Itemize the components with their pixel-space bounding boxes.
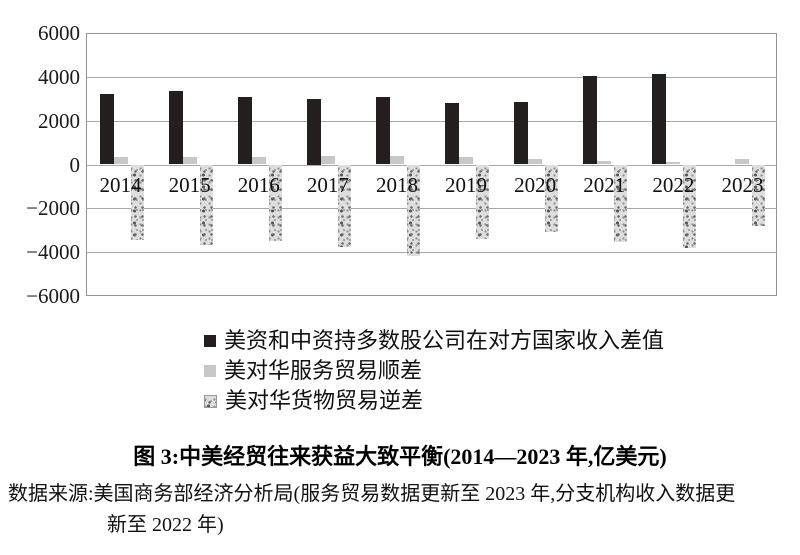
bar-speckled-gray-2015 bbox=[199, 164, 213, 245]
y-axis-tick-label: 0 bbox=[69, 152, 81, 177]
bar-solid-gray-2020 bbox=[528, 159, 543, 165]
bar-solid-gray-2015 bbox=[182, 157, 197, 165]
bar-solid-gray-2014 bbox=[113, 156, 128, 165]
bar-solid-black-2020 bbox=[514, 102, 529, 165]
figure-caption: 图 3:中美经贸往来获益大致平衡(2014—2023 年,亿美元) bbox=[133, 444, 667, 469]
legend-swatch-black-icon bbox=[204, 335, 216, 347]
bar-solid-black-2019 bbox=[445, 103, 460, 165]
bar-speckled-gray-2017 bbox=[337, 164, 351, 247]
legend-item: 美对华货物贸易逆差 bbox=[204, 386, 664, 416]
bar-solid-black-2016 bbox=[237, 96, 252, 165]
x-axis-label-2014: 2014 bbox=[99, 172, 142, 197]
x-axis-label-2022: 2022 bbox=[652, 172, 695, 197]
bar-speckled-gray-2018 bbox=[406, 164, 420, 257]
legend-swatch-speckled-icon bbox=[204, 394, 217, 408]
legend-label: 美对华服务贸易顺差 bbox=[224, 358, 423, 383]
y-axis-tick-label: 2000 bbox=[38, 108, 80, 133]
legend: 美资和中资持多数股公司在对方国家收入差值 美对华服务贸易顺差 美对华货物贸易逆差 bbox=[204, 326, 664, 416]
bar-solid-black-2014 bbox=[99, 94, 114, 165]
source-line-2: 新至 2022 年) bbox=[107, 514, 224, 536]
bar-solid-black-2021 bbox=[583, 75, 598, 165]
legend-item: 美对华服务贸易顺差 bbox=[204, 356, 664, 386]
bar-speckled-gray-2016 bbox=[268, 164, 282, 241]
bar-speckled-gray-2020 bbox=[545, 164, 559, 233]
x-axis-label-2015: 2015 bbox=[168, 172, 211, 197]
gridline bbox=[86, 164, 777, 166]
bar-speckled-gray-2019 bbox=[476, 164, 490, 240]
x-axis-label-2016: 2016 bbox=[237, 172, 280, 197]
bar-solid-gray-2017 bbox=[320, 156, 335, 165]
y-axis-tick-label: 6000 bbox=[38, 21, 80, 45]
bar-solid-gray-2019 bbox=[459, 156, 474, 165]
source-line-1: 数据来源:美国商务部经济分析局(服务贸易数据更新至 2023 年,分支机构收入数… bbox=[8, 483, 736, 505]
legend-label: 美对华货物贸易逆差 bbox=[225, 388, 424, 413]
legend-item: 美资和中资持多数股公司在对方国家收入差值 bbox=[204, 326, 664, 356]
legend-swatch-gray-icon bbox=[204, 365, 216, 377]
y-axis-tick-label: 4000 bbox=[38, 64, 80, 89]
x-axis-label-2020: 2020 bbox=[514, 172, 557, 197]
bar-solid-gray-2018 bbox=[389, 155, 404, 165]
bar-solid-gray-2016 bbox=[251, 156, 266, 165]
bar-speckled-gray-2023 bbox=[752, 164, 766, 226]
bar-solid-black-2015 bbox=[168, 91, 183, 165]
bar-solid-black-2018 bbox=[375, 96, 390, 165]
gridline bbox=[86, 252, 777, 254]
y-axis-tick-label: −6000 bbox=[26, 284, 80, 308]
bar-solid-black-2017 bbox=[306, 98, 321, 165]
gridline bbox=[86, 76, 777, 78]
x-axis-label-2021: 2021 bbox=[583, 172, 626, 197]
y-axis-tick-label: −2000 bbox=[26, 196, 80, 221]
x-axis-label-2017: 2017 bbox=[306, 172, 349, 197]
legend-label: 美资和中资持多数股公司在对方国家收入差值 bbox=[224, 328, 665, 353]
bar-solid-gray-2022 bbox=[666, 161, 681, 165]
bar-chart: 6000 4000 2000 0 −2000 −4000 −6000 2014 2015 2016… bbox=[26, 21, 777, 308]
x-axis-label-2019: 2019 bbox=[445, 172, 488, 197]
bar-speckled-gray-2014 bbox=[130, 164, 144, 240]
gridline bbox=[86, 120, 777, 122]
x-axis-label-2023: 2023 bbox=[721, 172, 764, 197]
bar-solid-gray-2023 bbox=[735, 158, 750, 165]
gridline bbox=[86, 208, 777, 210]
bar-speckled-gray-2022 bbox=[683, 164, 697, 249]
y-axis-tick-label: −4000 bbox=[26, 240, 80, 265]
bar-solid-gray-2021 bbox=[597, 160, 612, 165]
bar-speckled-gray-2021 bbox=[614, 164, 628, 242]
bar-solid-black-2022 bbox=[652, 73, 667, 165]
x-axis-label-2018: 2018 bbox=[375, 172, 418, 197]
